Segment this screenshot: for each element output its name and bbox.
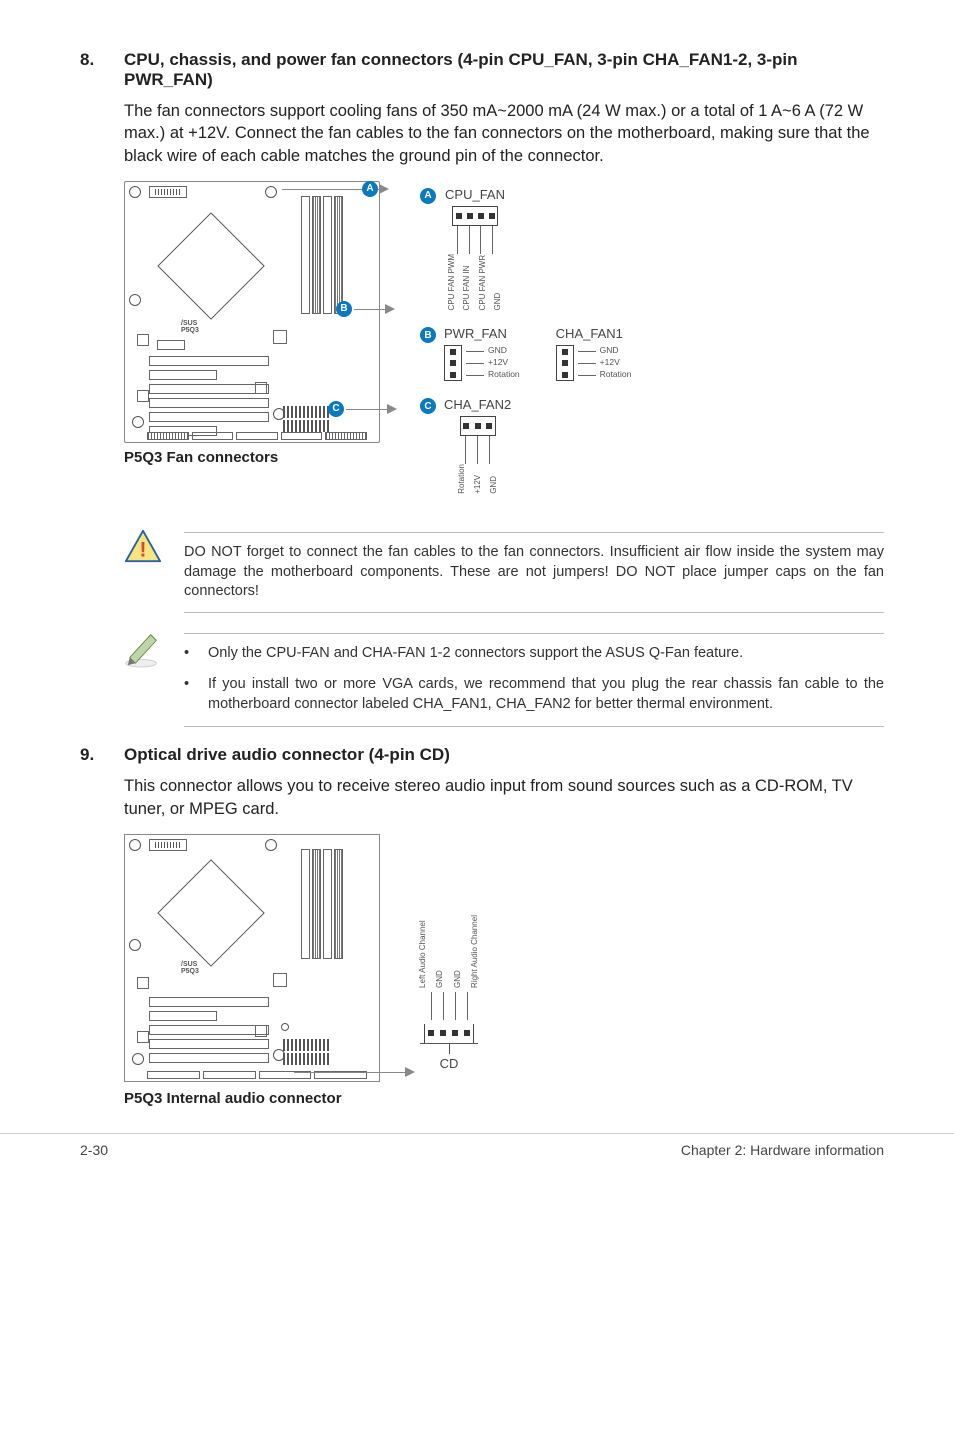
section-title: Optical drive audio connector (4-pin CD) — [124, 745, 884, 765]
note-callout: •Only the CPU-FAN and CHA-FAN 1-2 connec… — [124, 629, 884, 728]
cha-fan2-connector-icon — [460, 416, 496, 436]
motherboard-schematic: /SUSP5Q3 A B C P5Q3 Fan connectors — [124, 181, 386, 491]
cpu-fan-connector-icon — [452, 206, 498, 226]
pin-label: GND — [494, 254, 502, 310]
note-item-1: Only the CPU-FAN and CHA-FAN 1-2 connect… — [208, 644, 884, 664]
pin-label: +12V — [474, 464, 482, 494]
pin-label: GND — [600, 345, 632, 357]
section-8-body: The fan connectors support cooling fans … — [124, 100, 884, 167]
pin-label: +12V — [488, 357, 520, 369]
note-item-2: If you install two or more VGA cards, we… — [208, 675, 884, 714]
badge-c-icon: C — [420, 398, 436, 414]
page-footer: 2-30 Chapter 2: Hardware information — [0, 1133, 954, 1170]
cha-fan1-label: CHA_FAN1 — [556, 326, 632, 341]
audio-pinout-legend: Left Audio Channel GND GND Right Audio C… — [414, 915, 484, 1107]
badge-b-icon: B — [420, 327, 436, 343]
pin-label: Rotation — [458, 464, 466, 494]
fan-diagram: /SUSP5Q3 A B C P5Q3 Fan connectors A — [124, 181, 884, 510]
fan-diagram-caption: P5Q3 Fan connectors — [124, 449, 386, 466]
warning-icon: ! — [124, 528, 162, 569]
pin-label: CPU FAN IN — [463, 254, 471, 310]
pwr-fan-connector-icon — [444, 345, 462, 381]
chapter-label: Chapter 2: Hardware information — [681, 1142, 884, 1158]
cd-connector-label: CD — [440, 1056, 459, 1071]
pin-label: CPU FAN PWM — [448, 254, 456, 310]
pin-label: Right Audio Channel — [471, 915, 479, 988]
badge-c-icon: C — [328, 401, 344, 417]
cd-connector-icon — [424, 1024, 474, 1044]
pwr-fan-label: PWR_FAN — [444, 326, 520, 341]
section-9-body: This connector allows you to receive ste… — [124, 775, 884, 820]
cha-fan1-connector-icon — [556, 345, 574, 381]
motherboard-schematic: /SUSP5Q3 — [124, 834, 380, 1082]
pin-label: Left Audio Channel — [419, 915, 427, 988]
badge-a-icon: A — [420, 188, 436, 204]
section-title: CPU, chassis, and power fan connectors (… — [124, 50, 884, 90]
section-number: 8. — [80, 50, 124, 70]
section-8-heading: 8. CPU, chassis, and power fan connector… — [80, 50, 884, 90]
section-number: 9. — [80, 745, 124, 765]
section-9-heading: 9. Optical drive audio connector (4-pin … — [80, 745, 884, 765]
pin-label: GND — [454, 915, 462, 988]
badge-b-icon: B — [336, 301, 352, 317]
audio-diagram-caption: P5Q3 Internal audio connector — [124, 1090, 380, 1107]
note-icon — [124, 629, 162, 674]
badge-a-icon: A — [362, 181, 378, 197]
pin-label: CPU FAN PWR — [479, 254, 487, 310]
page-number: 2-30 — [80, 1142, 108, 1158]
pin-label: Rotation — [488, 369, 520, 381]
pin-label: GND — [488, 345, 520, 357]
cpu-fan-label: CPU_FAN — [445, 187, 505, 202]
pin-label: GND — [490, 464, 498, 494]
audio-diagram: /SUSP5Q3 P5Q3 Internal audio connector L… — [124, 834, 884, 1107]
fan-pinout-legend: A CPU_FAN CPU FAN PWM CPU FAN IN CPU FAN… — [420, 181, 720, 510]
warning-text: DO NOT forget to connect the fan cables … — [184, 543, 884, 602]
pin-label: +12V — [600, 357, 632, 369]
cha-fan2-label: CHA_FAN2 — [444, 397, 511, 412]
pin-label: GND — [436, 915, 444, 988]
pin-label: Rotation — [600, 369, 632, 381]
warning-callout: ! DO NOT forget to connect the fan cable… — [124, 528, 884, 613]
svg-text:!: ! — [140, 538, 147, 561]
